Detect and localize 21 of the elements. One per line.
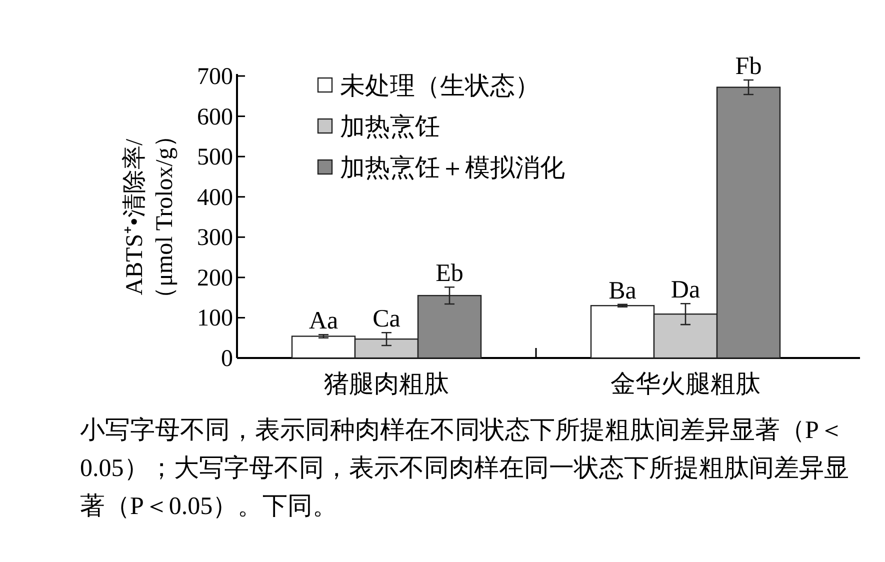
y-tick-label: 100 — [197, 306, 233, 332]
y-tick-label: 500 — [197, 144, 233, 171]
x-tick-label: 金华火腿粗肽 — [610, 371, 760, 398]
data-label: Ca — [372, 306, 400, 333]
legend-label: 加热烹饪＋模拟消化 — [340, 154, 565, 182]
y-tick-label: 300 — [197, 225, 233, 252]
x-tick-label: 猪腿肉粗肽 — [324, 371, 449, 398]
y-tick-label: 400 — [197, 184, 233, 211]
y-tick-label: 0 — [221, 346, 233, 372]
data-label: Da — [670, 276, 700, 304]
y-tick-label: 200 — [197, 265, 233, 292]
data-label: Fb — [735, 53, 762, 80]
text: 小写字母不同，表示同种肉样在不同状态下所提粗肽间差异显著（P＜0.05）；大写字母不同，表示不同肉样在同一状态下所提粗肽间差异显著（P＜0.05）。下同。 — [80, 416, 850, 522]
legend-label: 加热烹饪 — [340, 113, 440, 141]
y-tick-label: 700 — [197, 64, 233, 90]
data-label: Eb — [436, 260, 464, 288]
y-tick-label: 600 — [197, 104, 233, 130]
data-label: Ba — [608, 277, 636, 304]
y-axis-title: ABTS⁺•清除率/（μmol Trolox/g） — [121, 124, 178, 310]
data-label: Aa — [308, 308, 338, 335]
legend-label: 未处理（生状态） — [340, 73, 540, 100]
